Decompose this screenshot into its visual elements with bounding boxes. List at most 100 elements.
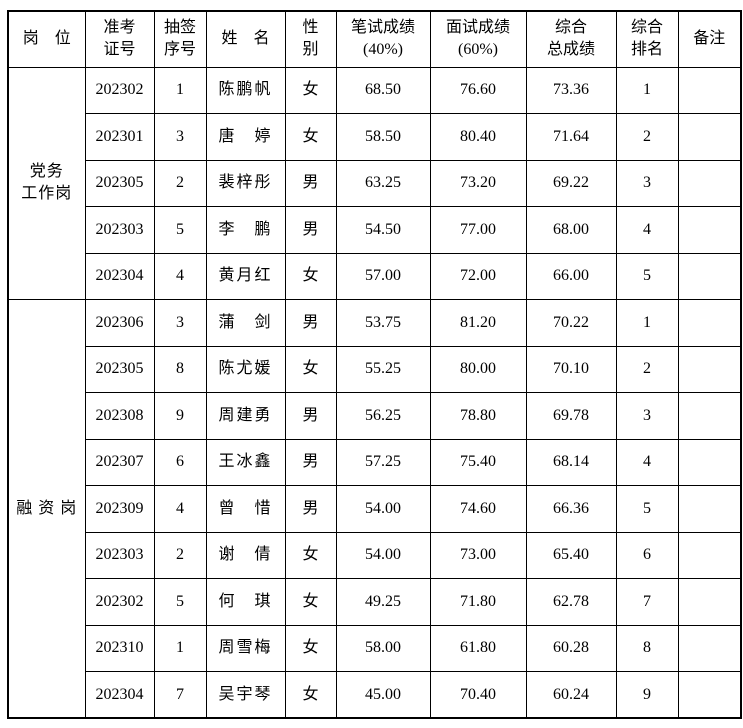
rank-cell: 1 <box>615 299 679 347</box>
table-row: 202301 3 唐 婷 女 58.50 80.40 71.64 2 <box>8 113 742 161</box>
table-row: 融 资 岗 202306 3 蒲 剑 男 53.75 81.20 70.22 1 <box>7 299 742 719</box>
interview-score-cell: 80.40 <box>429 113 527 161</box>
rank-cell: 6 <box>615 531 679 579</box>
remark-cell <box>677 624 742 672</box>
gender-cell: 男 <box>284 392 337 440</box>
rank-cell: 4 <box>615 206 679 254</box>
remark-cell <box>677 531 742 579</box>
interview-score-cell: 74.60 <box>429 485 527 533</box>
remark-cell <box>677 159 742 207</box>
gender-cell: 女 <box>284 578 337 626</box>
table-row: 202307 6 王冰鑫 男 57.25 75.40 68.14 4 <box>8 438 742 486</box>
remark-cell <box>677 206 742 254</box>
total-score-cell: 71.64 <box>525 113 617 161</box>
draw-number-cell: 4 <box>153 485 207 533</box>
total-score-cell: 70.10 <box>525 345 617 393</box>
name-cell: 裴梓彤 <box>205 159 286 207</box>
table-row: 202304 7 吴宇琴 女 45.00 70.40 60.24 9 <box>8 671 742 719</box>
draw-number-cell: 2 <box>153 159 207 207</box>
gender-cell: 女 <box>284 66 337 114</box>
interview-score-cell: 75.40 <box>429 438 527 486</box>
draw-number-cell: 7 <box>153 671 207 719</box>
gender-cell: 女 <box>284 671 337 719</box>
total-score-cell: 68.00 <box>525 206 617 254</box>
name-cell: 陈鹏帆 <box>205 66 286 114</box>
written-score-cell: 56.25 <box>335 392 431 440</box>
remark-cell <box>677 113 742 161</box>
remark-cell <box>677 66 742 114</box>
exam-id-cell: 202305 <box>84 345 155 393</box>
total-score-cell: 65.40 <box>525 531 617 579</box>
col-header-remark: 备注 <box>677 10 742 68</box>
gender-cell: 女 <box>284 113 337 161</box>
written-score-cell: 45.00 <box>335 671 431 719</box>
col-header-gender: 性 别 <box>284 10 337 68</box>
col-header-interview: 面试成绩 (60%) <box>429 10 527 68</box>
table-row: 202302 5 何 琪 女 49.25 71.80 62.78 7 <box>8 578 742 626</box>
name-cell: 吴宇琴 <box>205 671 286 719</box>
exam-id-cell: 202303 <box>84 531 155 579</box>
name-cell: 谢 倩 <box>205 531 286 579</box>
table-row: 202310 1 周雪梅 女 58.00 61.80 60.28 8 <box>8 624 742 672</box>
gender-cell: 男 <box>284 299 337 347</box>
interview-score-cell: 77.00 <box>429 206 527 254</box>
total-score-cell: 60.28 <box>525 624 617 672</box>
table-row: 202303 5 李 鹏 男 54.50 77.00 68.00 4 <box>8 206 742 254</box>
rank-cell: 2 <box>615 113 679 161</box>
written-score-cell: 57.00 <box>335 252 431 300</box>
total-score-cell: 73.36 <box>525 66 617 114</box>
draw-number-cell: 3 <box>153 113 207 161</box>
gender-cell: 女 <box>284 252 337 300</box>
name-cell: 唐 婷 <box>205 113 286 161</box>
interview-score-cell: 80.00 <box>429 345 527 393</box>
written-score-cell: 63.25 <box>335 159 431 207</box>
remark-cell <box>677 438 742 486</box>
interview-score-cell: 73.00 <box>429 531 527 579</box>
written-score-cell: 54.50 <box>335 206 431 254</box>
draw-number-cell: 5 <box>153 578 207 626</box>
remark-cell <box>677 299 742 347</box>
gender-cell: 男 <box>284 206 337 254</box>
exam-id-cell: 202306 <box>84 299 155 347</box>
exam-id-cell: 202310 <box>84 624 155 672</box>
name-cell: 蒲 剑 <box>205 299 286 347</box>
draw-number-cell: 4 <box>153 252 207 300</box>
rank-cell: 4 <box>615 438 679 486</box>
remark-cell <box>677 392 742 440</box>
col-header-written: 笔试成绩 (40%) <box>335 10 431 68</box>
name-cell: 何 琪 <box>205 578 286 626</box>
rank-cell: 9 <box>615 671 679 719</box>
rank-cell: 5 <box>615 485 679 533</box>
name-cell: 黄月红 <box>205 252 286 300</box>
remark-cell <box>677 485 742 533</box>
written-score-cell: 49.25 <box>335 578 431 626</box>
gender-cell: 男 <box>284 485 337 533</box>
name-cell: 周建勇 <box>205 392 286 440</box>
draw-number-cell: 1 <box>153 66 207 114</box>
draw-number-cell: 1 <box>153 624 207 672</box>
total-score-cell: 68.14 <box>525 438 617 486</box>
name-cell: 王冰鑫 <box>205 438 286 486</box>
exam-id-cell: 202304 <box>84 252 155 300</box>
draw-number-cell: 2 <box>153 531 207 579</box>
name-cell: 陈尤媛 <box>205 345 286 393</box>
exam-score-table: 岗 位 准考 证号 抽签 序号 姓 名 性 别 笔试成绩 (40%) 面试成绩 … <box>7 10 742 719</box>
rank-cell: 3 <box>615 159 679 207</box>
col-header-rank: 综合 排名 <box>615 10 679 68</box>
total-score-cell: 62.78 <box>525 578 617 626</box>
written-score-cell: 68.50 <box>335 66 431 114</box>
table-row: 202304 4 黄月红 女 57.00 72.00 66.00 5 <box>8 252 742 300</box>
written-score-cell: 53.75 <box>335 299 431 347</box>
total-score-cell: 60.24 <box>525 671 617 719</box>
exam-id-cell: 202308 <box>84 392 155 440</box>
col-header-total: 综合 总成绩 <box>525 10 617 68</box>
written-score-cell: 58.00 <box>335 624 431 672</box>
remark-cell <box>677 578 742 626</box>
interview-score-cell: 81.20 <box>429 299 527 347</box>
col-header-name: 姓 名 <box>205 10 286 68</box>
exam-id-cell: 202305 <box>84 159 155 207</box>
interview-score-cell: 72.00 <box>429 252 527 300</box>
interview-score-cell: 78.80 <box>429 392 527 440</box>
col-header-draw-no: 抽签 序号 <box>153 10 207 68</box>
gender-cell: 男 <box>284 438 337 486</box>
